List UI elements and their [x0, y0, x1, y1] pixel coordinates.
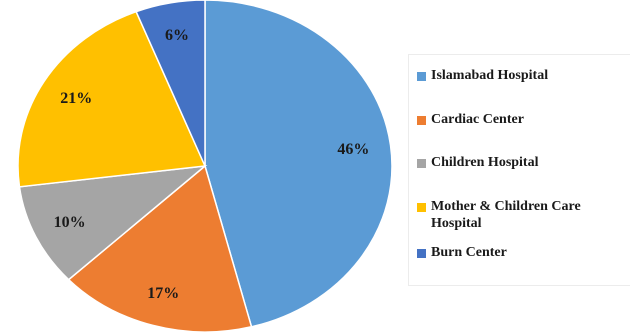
legend-swatch	[417, 116, 426, 125]
legend-label: Mother & Children Care Hospital	[431, 199, 581, 231]
slice-labels: 46% 17% 10% 21% 6%	[54, 27, 370, 302]
legend-item-mother-children-care-hospital: Mother & Children Care Hospital	[417, 198, 581, 232]
slice-percent-label: 17%	[147, 285, 179, 302]
slice-percent-label: 46%	[337, 141, 369, 158]
slice-percent-label: 6%	[165, 27, 189, 44]
slice-percent-label: 10%	[54, 214, 86, 231]
pie-slice-children-hospital	[18, 164, 208, 281]
legend-item-children-hospital: Children Hospital	[417, 154, 539, 171]
legend-swatch	[417, 203, 426, 212]
legend-label: Children Hospital	[431, 155, 539, 170]
pie-slice-islamabad-hospital	[204, 0, 393, 328]
legend-item-islamabad-hospital: Islamabad Hospital	[417, 67, 548, 84]
pie-slices	[17, 0, 393, 333]
legend-swatch	[417, 159, 426, 168]
legend-swatch	[417, 249, 426, 258]
chart-legend: Islamabad Hospital Cardiac Center Childr…	[408, 54, 630, 286]
legend-label: Islamabad Hospital	[431, 68, 549, 83]
legend-label: Burn Center	[431, 245, 507, 260]
slice-percent-label: 21%	[60, 90, 92, 107]
legend-item-cardiac-center: Cardiac Center	[417, 111, 524, 128]
legend-swatch	[417, 72, 426, 81]
legend-label: Cardiac Center	[431, 112, 524, 127]
legend-item-burn-center: Burn Center	[417, 244, 507, 261]
pie-slice-cardiac-center	[67, 164, 253, 333]
pie-slice-mother-children-care-hospital	[17, 10, 207, 188]
pie-slice-burn-center	[135, 0, 206, 167]
